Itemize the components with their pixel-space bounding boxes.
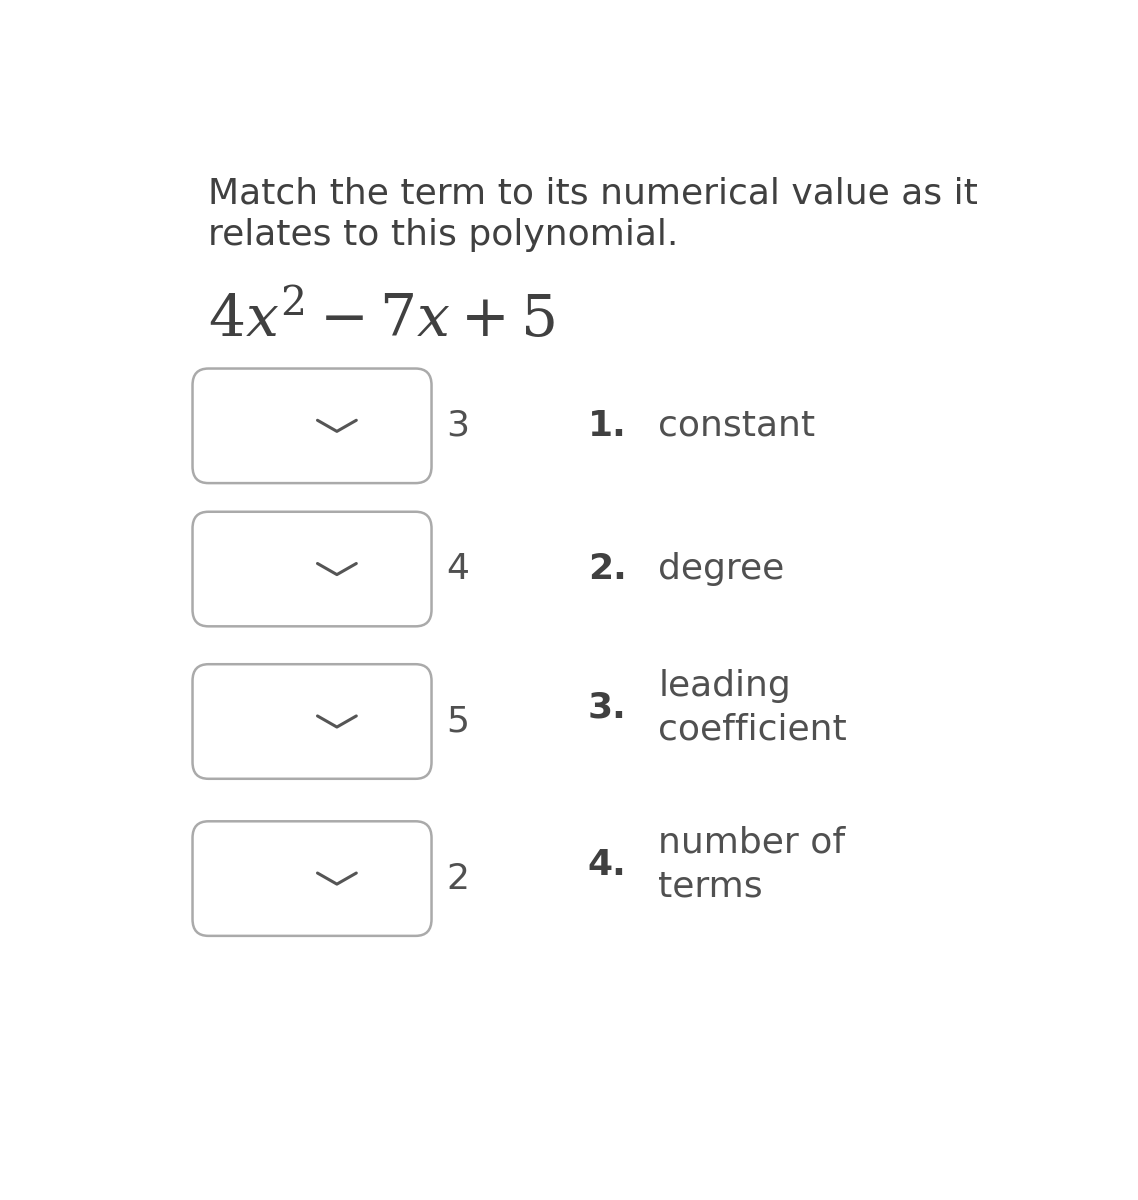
FancyBboxPatch shape xyxy=(192,821,431,936)
Text: number of
terms: number of terms xyxy=(658,826,846,904)
Text: 3.: 3. xyxy=(587,691,626,725)
Text: 1.: 1. xyxy=(587,409,626,443)
Text: $4x^2 - 7x + 5$: $4x^2 - 7x + 5$ xyxy=(208,292,555,349)
Text: 4.: 4. xyxy=(587,847,626,882)
FancyBboxPatch shape xyxy=(192,665,431,779)
FancyBboxPatch shape xyxy=(192,368,431,484)
Text: 5: 5 xyxy=(446,704,470,738)
Text: Match the term to its numerical value as it: Match the term to its numerical value as… xyxy=(208,176,979,210)
FancyBboxPatch shape xyxy=(192,511,431,626)
Text: leading
coefficient: leading coefficient xyxy=(658,668,847,746)
Text: relates to this polynomial.: relates to this polynomial. xyxy=(208,218,678,252)
Text: constant: constant xyxy=(658,409,815,443)
Text: 2: 2 xyxy=(446,862,470,895)
Text: degree: degree xyxy=(658,552,784,586)
Text: 3: 3 xyxy=(446,409,470,443)
Text: 2.: 2. xyxy=(587,552,626,586)
Text: 4: 4 xyxy=(446,552,470,586)
